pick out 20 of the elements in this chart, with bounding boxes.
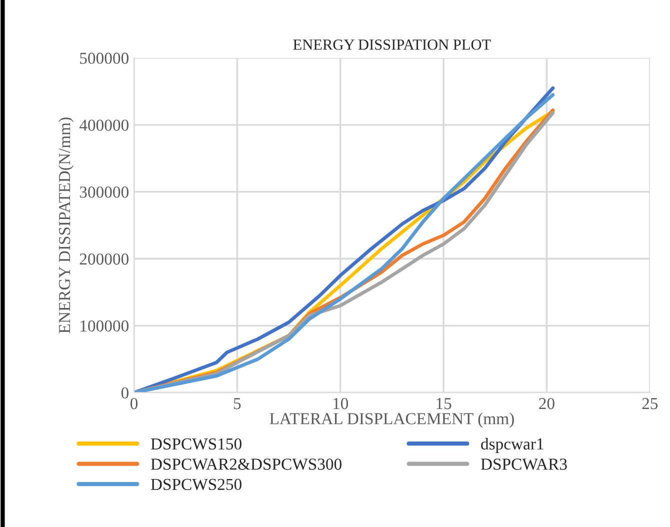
chart-title: ENERGY DISSIPATION PLOT xyxy=(293,40,491,50)
x-tick-label: 25 xyxy=(642,398,658,410)
x-tick-label: 0 xyxy=(130,398,138,410)
legend-label: DSPCWAR3 xyxy=(480,458,567,470)
y-tick-label: 300000 xyxy=(80,186,129,198)
legend-label: DSPCWAR2&DSPCWS300 xyxy=(150,458,342,470)
x-tick-label: 20 xyxy=(539,398,554,410)
legend-label: DSPCWS150 xyxy=(150,438,242,450)
x-tick-label: 15 xyxy=(436,398,452,410)
y-tick-label: 0 xyxy=(121,387,129,399)
x-tick-label: 5 xyxy=(234,398,241,410)
y-tick-label: 200000 xyxy=(80,253,129,265)
legend-label: DSPCWS250 xyxy=(150,478,242,490)
legend-label: dspcwar1 xyxy=(481,438,544,453)
x-tick-label: 10 xyxy=(333,398,348,410)
y-tick-label: 400000 xyxy=(79,120,129,131)
y-tick-label: 100000 xyxy=(80,320,129,332)
y-axis-title: ENERGY DISSIPATED(N/mm) xyxy=(58,118,74,334)
x-axis-title: LATERAL DISPLACEMENT (mm) xyxy=(270,412,514,428)
y-tick-label: 500000 xyxy=(80,52,129,64)
